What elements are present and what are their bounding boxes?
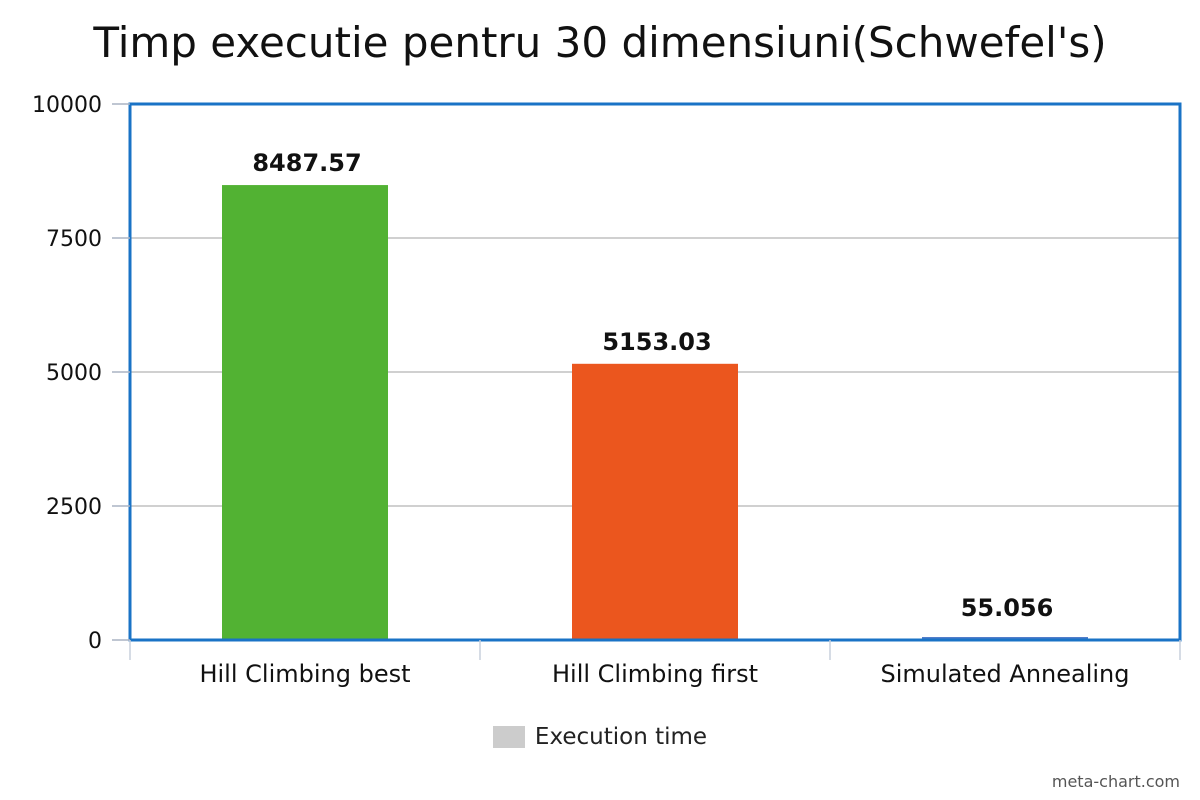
- y-tick-label: 2500: [46, 495, 102, 520]
- y-tick-label: 7500: [46, 227, 102, 252]
- data-label: 5153.03: [602, 328, 711, 356]
- y-tick-label: 0: [88, 629, 102, 654]
- data-label: 8487.57: [252, 149, 361, 177]
- x-tick-label: Hill Climbing first: [552, 660, 758, 688]
- legend-label: Execution time: [534, 724, 708, 750]
- legend[interactable]: Execution time: [0, 724, 1200, 750]
- data-labels: 8487.57 5153.03 55.056: [252, 149, 1053, 622]
- y-tick-label: 10000: [32, 93, 102, 118]
- data-label: 55.056: [961, 594, 1054, 622]
- bar: [222, 185, 388, 640]
- chart-title: Timp executie pentru 30 dimensiuni(Schwe…: [93, 18, 1107, 67]
- y-tick-label: 5000: [46, 361, 102, 386]
- credit-text[interactable]: meta-chart.com: [1051, 772, 1180, 791]
- bars: [222, 185, 1088, 640]
- bar: [572, 363, 738, 640]
- x-tick-label: Hill Climbing best: [199, 660, 410, 688]
- legend-swatch: [492, 726, 525, 748]
- x-tick-label: Simulated Annealing: [881, 660, 1130, 688]
- axes: 0 2500 5000 7500 10000 Hill Climbing best Hill…: [32, 93, 1181, 688]
